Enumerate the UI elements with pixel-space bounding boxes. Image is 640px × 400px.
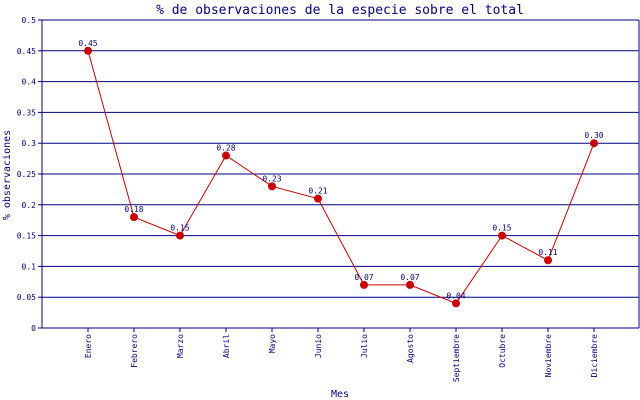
x-tick-label-junio: Junio xyxy=(314,334,323,358)
data-label-enero: 0.45 xyxy=(78,39,97,48)
data-point-julio xyxy=(360,280,368,289)
series-line xyxy=(87,50,595,304)
data-label-diciembre: 0.30 xyxy=(584,131,603,140)
x-tick-label-diciembre: Diciembre xyxy=(590,334,599,378)
x-tick-label-enero: Enero xyxy=(84,334,93,358)
chart-series xyxy=(84,46,598,308)
x-axis-ticks: Enero Febrero Marzo Abril Mayo Junio Julio Agos… xyxy=(84,328,599,382)
y-tick-label-9: 0.45 xyxy=(17,47,36,56)
data-point-octubre xyxy=(498,231,506,240)
y-tick-label-7: 0.35 xyxy=(17,108,36,117)
data-point-abril xyxy=(222,151,230,160)
data-point-noviembre xyxy=(544,256,552,265)
data-point-diciembre xyxy=(590,139,598,148)
data-point-enero xyxy=(84,46,92,55)
data-point-agosto xyxy=(406,280,414,289)
data-point-febrero xyxy=(130,213,138,222)
x-tick-label-julio: Julio xyxy=(360,334,369,358)
x-tick-label-octubre: Octubre xyxy=(498,334,507,368)
data-label-julio: 0.07 xyxy=(354,273,373,282)
y-tick-label-0: 0 xyxy=(31,324,36,333)
data-label-marzo: 0.15 xyxy=(170,224,189,233)
data-label-junio: 0.21 xyxy=(308,187,327,196)
y-axis-label: % observaciones xyxy=(2,130,13,220)
x-tick-label-mayo: Mayo xyxy=(268,334,277,353)
data-point-mayo xyxy=(268,182,276,191)
y-tick-label-2: 0.1 xyxy=(22,262,37,271)
x-axis-label: Mes xyxy=(331,389,349,400)
data-label-noviembre: 0.11 xyxy=(538,248,557,257)
y-tick-label-10: 0.5 xyxy=(22,16,37,25)
x-tick-label-agosto: Agosto xyxy=(406,334,415,363)
y-tick-label-8: 0.4 xyxy=(22,78,37,87)
x-tick-label-febrero: Febrero xyxy=(130,334,139,368)
data-point-junio xyxy=(314,194,322,203)
data-label-abril: 0.28 xyxy=(216,144,235,153)
data-label-septiembre: 0.04 xyxy=(446,291,465,300)
y-tick-label-3: 0.15 xyxy=(17,232,36,241)
data-point-septiembre xyxy=(452,299,460,308)
x-tick-label-septiembre: Septiembre xyxy=(452,334,461,382)
y-tick-label-5: 0.25 xyxy=(17,170,36,179)
data-point-marzo xyxy=(176,231,184,240)
chart-title: % de observaciones de la especie sobre e… xyxy=(156,3,524,18)
y-tick-label-6: 0.3 xyxy=(22,139,37,148)
y-tick-label-1: 0.05 xyxy=(17,293,36,302)
data-label-mayo: 0.23 xyxy=(262,174,281,183)
data-label-febrero: 0.18 xyxy=(124,205,143,214)
data-labels: 0.45 0.18 0.15 0.28 0.23 0.21 0.07 0.07 0.04 0.15… xyxy=(78,39,603,301)
y-tick-label-4: 0.2 xyxy=(22,201,37,210)
x-tick-label-marzo: Marzo xyxy=(176,334,185,358)
y-axis-ticks: 0 0.05 0.1 0.15 0.2 0.25 0.3 0.35 0.4 0.45 0.5 xyxy=(17,16,42,333)
x-tick-label-abril: Abril xyxy=(222,334,231,358)
x-tick-label-noviembre: Noviembre xyxy=(544,334,553,378)
data-label-octubre: 0.15 xyxy=(492,224,511,233)
data-label-agosto: 0.07 xyxy=(400,273,419,282)
chart-grid xyxy=(42,19,639,298)
